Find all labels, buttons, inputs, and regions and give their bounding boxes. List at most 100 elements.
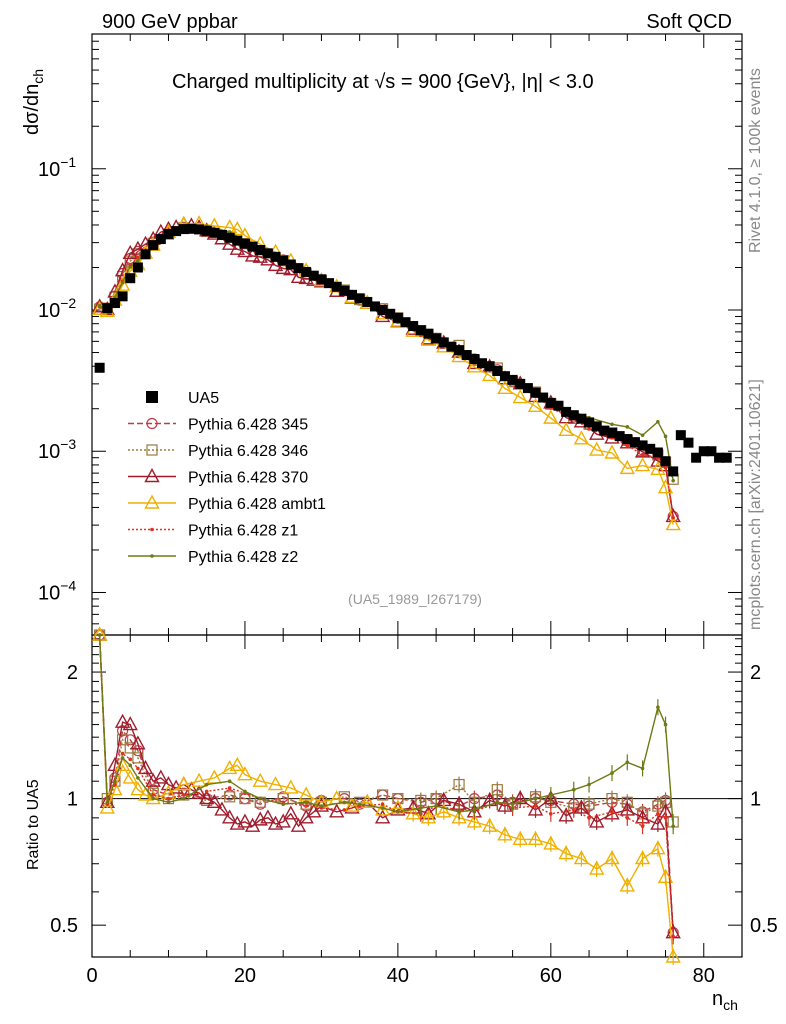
y-tick-label: 10−4: [38, 577, 76, 604]
ratio-y-tick-label: 0.5: [50, 915, 78, 937]
data-point-UA5: [454, 345, 465, 356]
legend-marker-p346: [146, 444, 158, 456]
ratio-point-ambt1: [634, 850, 651, 865]
ratio-point-z2: [587, 782, 591, 787]
ratio-point-z1: [571, 808, 576, 812]
point-ambt1: [558, 421, 574, 437]
data-point-UA5: [301, 266, 312, 277]
point-z1: [671, 515, 675, 520]
data-point-UA5: [255, 245, 266, 256]
point-z2: [625, 425, 630, 429]
ratio-point-z2: [113, 779, 117, 784]
reference-label: (UA5_1989_I267179): [348, 591, 482, 607]
point-ambt1: [619, 459, 635, 475]
legend-label-p345: Pythia 6.428 345: [188, 417, 308, 434]
data-point-UA5: [369, 301, 380, 312]
point-p370: [114, 262, 131, 277]
point-ambt1: [527, 397, 544, 413]
data-point-UA5: [117, 291, 128, 302]
legend-label-z1: Pythia 6.428 z1: [188, 523, 298, 540]
ratio-point-p370: [237, 813, 253, 828]
ratio-point-p346: [376, 789, 389, 801]
x-tick-label: 80: [693, 965, 715, 987]
point-z1: [625, 443, 630, 448]
point-ambt1: [497, 379, 513, 395]
ratio-point-z1: [304, 804, 308, 808]
data-point-UA5: [584, 417, 595, 428]
ratio-point-ambt1: [267, 776, 284, 791]
ratio-point-z1: [151, 793, 155, 797]
x-axis-label: nch: [712, 988, 738, 1013]
series-line-p345: [99, 226, 674, 517]
data-point-UA5: [675, 430, 686, 441]
data-point-UA5: [691, 452, 702, 463]
data-point-UA5: [446, 341, 457, 352]
ratio-point-z2: [281, 802, 285, 806]
data-point-UA5: [347, 289, 357, 300]
ratio-plot-frame: [91, 634, 743, 958]
legend-label-ambt1: Pythia 6.428 ambt1: [188, 496, 326, 513]
data-point-UA5: [568, 410, 579, 421]
data-point-UA5: [270, 251, 281, 262]
legend-marker-p370: [144, 468, 160, 483]
data-point-UA5: [316, 274, 327, 285]
ratio-point-z2: [258, 796, 263, 801]
ratio-point-z1: [663, 816, 668, 820]
point-z2: [136, 258, 140, 263]
data-point-UA5: [507, 374, 518, 385]
legend-label-p346: Pythia 6.428 346: [188, 443, 308, 460]
ratio-point-ambt1: [359, 793, 375, 808]
data-point-UA5: [660, 456, 671, 467]
ratio-point-z2: [120, 756, 125, 760]
ratio-point-p370: [137, 759, 154, 775]
data-point-UA5: [515, 378, 526, 389]
ratio-point-p370: [543, 790, 559, 805]
y-tick-label: 10−1: [38, 154, 76, 181]
point-ambt1: [604, 444, 620, 459]
ratio-y-tick-label: 1: [67, 789, 78, 811]
x-tick-label: 40: [387, 965, 409, 987]
ratio-point-ambt1: [604, 850, 620, 865]
data-point-UA5: [132, 262, 143, 273]
data-point-UA5: [339, 285, 350, 296]
data-point-UA5: [102, 303, 113, 314]
data-point-UA5: [591, 421, 602, 432]
axis-ticks: 0 20 40 60 80 10−1 10−2 10−3 10−4 2 2 1 1 0.5 0.5: [38, 33, 778, 987]
data-point-UA5: [140, 249, 151, 260]
ratio-point-p370: [214, 801, 230, 816]
data-point-UA5: [423, 328, 434, 339]
ratio-point-ambt1: [558, 845, 574, 860]
ratio-point-p370: [122, 716, 138, 731]
data-point-UA5: [308, 270, 319, 281]
data-point-UA5: [209, 227, 220, 238]
data-point-UA5: [171, 226, 182, 237]
data-point-UA5: [224, 232, 235, 243]
ratio-point-p346: [116, 734, 129, 746]
ratio-point-z2: [571, 787, 576, 792]
ratio-point-z2: [625, 760, 630, 765]
data-point-UA5: [178, 224, 189, 235]
data-point-UA5: [522, 383, 533, 394]
ratio-point-z2: [434, 804, 438, 808]
ratio-point-ambt1: [543, 835, 559, 850]
data-point-UA5: [125, 273, 136, 284]
point-z1: [587, 427, 591, 431]
data-point-UA5: [362, 296, 373, 307]
point-z1: [136, 255, 140, 260]
ratio-point-z1: [342, 808, 347, 812]
ratio-y-tick-label-right: 2: [750, 662, 761, 684]
data-point-UA5: [576, 413, 587, 424]
ratio-point-z2: [97, 633, 102, 637]
ratio-point-ambt1: [114, 756, 131, 772]
x-tick-label: 60: [540, 965, 562, 987]
ratio-point-ambt1: [176, 776, 192, 791]
point-z2: [610, 422, 614, 427]
point-z2: [120, 280, 125, 285]
ratio-point-p346: [583, 798, 595, 810]
y-tick-label: 10−2: [38, 295, 76, 322]
ratio-point-z2: [243, 789, 247, 794]
ratio-point-p345: [124, 734, 136, 746]
ratio-point-ambt1: [527, 830, 544, 846]
data-point-UA5: [477, 358, 487, 369]
ratio-point-ambt1: [573, 850, 590, 865]
